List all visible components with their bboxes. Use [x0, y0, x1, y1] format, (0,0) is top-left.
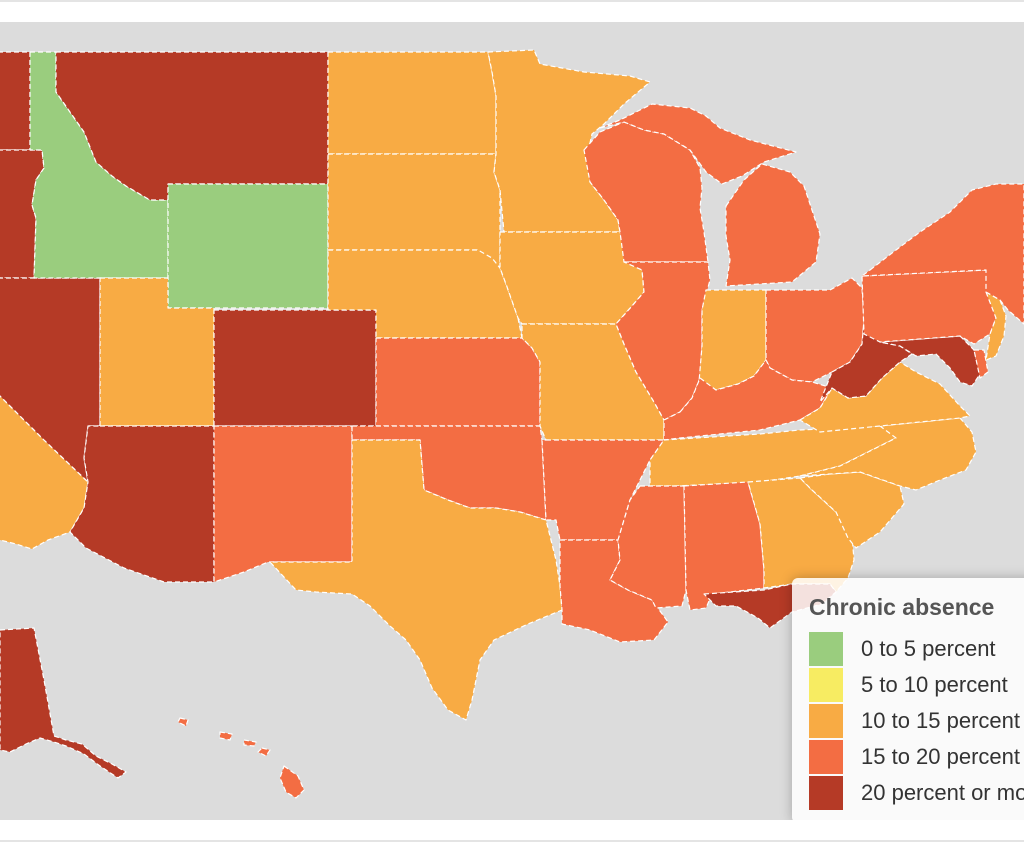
state-michigan[interactable]	[599, 103, 821, 287]
state-maryland[interactable]	[879, 335, 981, 387]
state-new-mexico[interactable]	[213, 425, 353, 583]
legend-swatch	[809, 740, 843, 774]
state-virginia[interactable]	[799, 361, 971, 433]
state-hawaii[interactable]	[177, 717, 305, 799]
legend-swatch	[809, 776, 843, 810]
top-divider	[0, 0, 1024, 2]
state-alaska[interactable]	[0, 627, 127, 779]
state-wisconsin[interactable]	[583, 121, 709, 263]
map-legend: Chronic absence 0 to 5 percent 5 to 10 p…	[792, 578, 1024, 820]
state-alabama[interactable]	[683, 481, 765, 611]
legend-label: 15 to 20 percent	[861, 744, 1021, 769]
state-arizona[interactable]	[69, 425, 215, 583]
state-wyoming[interactable]	[167, 183, 329, 309]
state-montana[interactable]	[55, 51, 329, 201]
choropleth-map[interactable]: Chronic absence 0 to 5 percent 5 to 10 p…	[0, 22, 1024, 820]
state-new-york[interactable]	[861, 183, 1024, 325]
legend-label: 5 to 10 percent	[861, 672, 1008, 697]
state-kentucky[interactable]	[663, 359, 833, 441]
legend-title: Chronic absence	[809, 594, 995, 620]
legend-swatch	[809, 632, 843, 666]
legend-swatch	[809, 704, 843, 738]
state-north-dakota[interactable]	[327, 51, 497, 155]
bottom-divider	[0, 840, 1024, 842]
state-north-carolina[interactable]	[799, 417, 977, 491]
state-new-jersey[interactable]	[985, 291, 1007, 361]
legend-swatch	[809, 668, 843, 702]
legend-label: 0 to 5 percent	[861, 636, 996, 661]
state-west-virginia[interactable]	[819, 319, 913, 403]
state-colorado[interactable]	[213, 309, 377, 427]
state-pennsylvania[interactable]	[861, 269, 997, 345]
state-washington[interactable]	[0, 51, 31, 151]
legend-label: 20 percent or more	[861, 780, 1024, 805]
us-states-map[interactable]	[0, 22, 1024, 820]
state-kansas[interactable]	[375, 337, 541, 427]
state-texas[interactable]	[269, 439, 563, 721]
legend-label: 10 to 15 percent	[861, 708, 1021, 733]
state-delaware[interactable]	[973, 349, 989, 379]
